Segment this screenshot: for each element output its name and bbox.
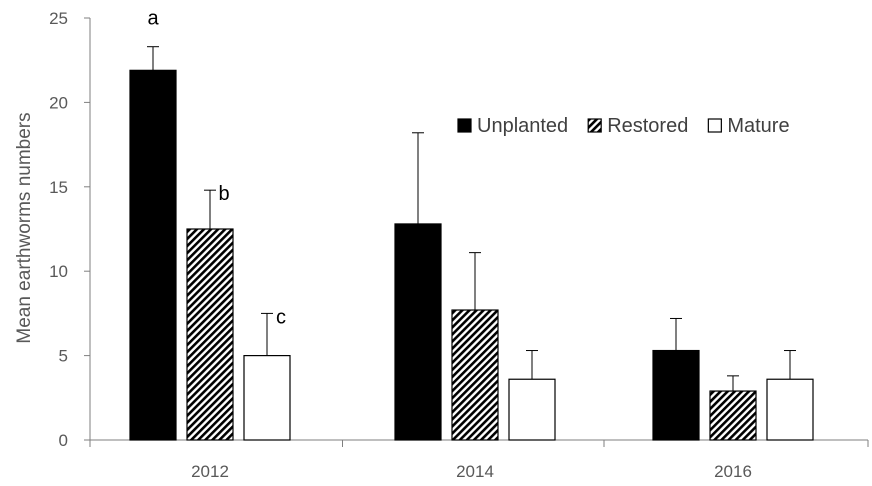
bar	[451, 309, 499, 441]
significance-label: b	[218, 183, 229, 205]
legend-swatch	[707, 118, 722, 133]
bar	[766, 378, 814, 441]
y-tick-label: 25	[49, 9, 68, 28]
legend-swatch	[457, 118, 472, 133]
bar	[508, 378, 556, 441]
y-tick-label: 0	[59, 431, 68, 450]
labels: 0 5 10 15 20 25 2012 2014 2016 a b c	[49, 8, 752, 481]
y-tick-label: 10	[49, 262, 68, 281]
significance-label: a	[147, 8, 159, 30]
bar	[129, 69, 177, 441]
y-tick-label: 20	[49, 93, 68, 112]
significance-label: c	[276, 306, 286, 328]
y-tick-label: 15	[49, 178, 68, 197]
legend-label: Restored	[607, 115, 688, 137]
bar	[709, 390, 757, 441]
bar	[186, 228, 234, 441]
y-tick-label: 5	[59, 347, 68, 366]
bar	[394, 223, 442, 441]
bar	[652, 349, 700, 441]
y-axis-title: Mean earthworms numbers	[14, 112, 35, 343]
bar	[243, 355, 291, 441]
bars	[129, 46, 814, 441]
x-tick-label: 2012	[191, 462, 229, 481]
x-tick-label: 2014	[456, 462, 494, 481]
x-tick-label: 2016	[714, 462, 752, 481]
legend-label: Unplanted	[477, 115, 568, 137]
legend: Unplanted Restored Mature	[457, 115, 790, 137]
legend-label: Mature	[727, 115, 789, 137]
legend-swatch	[587, 118, 602, 133]
